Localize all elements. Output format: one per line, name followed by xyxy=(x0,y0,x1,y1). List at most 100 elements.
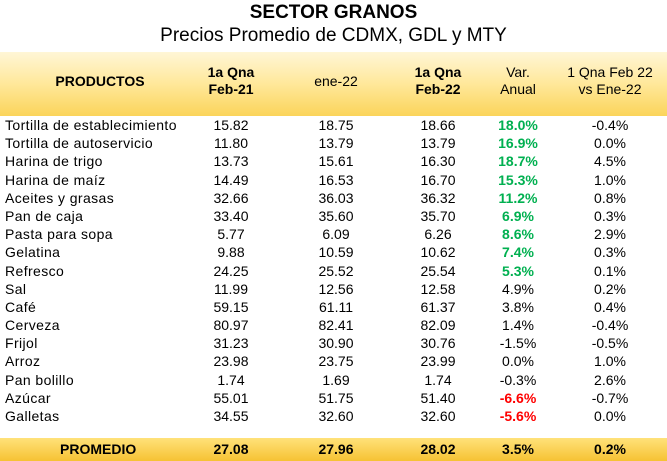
header-col-feb21: 1a Qna Feb-21 xyxy=(198,64,264,98)
cell-var-anual: -6.6% xyxy=(499,389,537,406)
cell-producto: Pan de caja xyxy=(5,207,84,224)
cell-feb22: 61.37 xyxy=(420,298,456,315)
cell-producto: Frijol xyxy=(5,335,38,352)
cell-var-anual: 7.4% xyxy=(502,244,534,261)
header-productos: PRODUCTOS xyxy=(40,73,160,90)
cell-ene22: 51.75 xyxy=(318,389,354,406)
header-col-feb22: 1a Qna Feb-22 xyxy=(405,64,471,98)
cell-ene22: 1.69 xyxy=(322,371,350,388)
cell-producto: Arroz xyxy=(5,353,41,370)
footer-feb21: 27.08 xyxy=(213,441,249,457)
cell-feb21: 1.74 xyxy=(217,371,245,388)
footer-var: 3.5% xyxy=(502,441,534,457)
cell-producto: Gelatina xyxy=(5,244,61,261)
header-col-feb22-line1: 1a Qna xyxy=(414,64,462,80)
table-title: SECTOR GRANOS xyxy=(249,2,418,23)
cell-producto: Cerveza xyxy=(5,317,60,334)
cell-producto: Azúcar xyxy=(5,389,51,406)
cell-feb21: 33.40 xyxy=(213,207,249,224)
cell-ene22: 16.53 xyxy=(318,171,354,188)
cell-producto: Aceites y grasas xyxy=(5,189,115,206)
header-col-feb21-line1: 1a Qna xyxy=(207,64,255,80)
cell-var-anual: 11.2% xyxy=(498,189,538,206)
cell-feb21: 24.25 xyxy=(213,262,249,279)
cell-vs-ene22: 2.9% xyxy=(594,226,626,243)
cell-producto: Refresco xyxy=(5,262,65,279)
header-col-ene22-line1: ene-22 xyxy=(314,73,358,89)
cell-var-anual: 8.6% xyxy=(502,226,534,243)
cell-feb22: 25.54 xyxy=(420,262,456,279)
cell-feb21: 9.88 xyxy=(217,244,245,261)
header-col-feb21-line2: Feb-21 xyxy=(208,81,254,97)
cell-producto: Harina de maíz xyxy=(5,171,106,188)
cell-vs-ene22: 0.4% xyxy=(594,298,626,315)
cell-vs-ene22: 0.1% xyxy=(594,262,626,279)
table-header: PRODUCTOS 1a Qna Feb-21 ene-22 1a Qna Fe… xyxy=(0,52,667,116)
cell-feb22: 16.70 xyxy=(420,171,456,188)
cell-producto: Tortilla de establecimiento xyxy=(5,117,177,133)
cell-vs-ene22: 0.0% xyxy=(594,135,626,152)
cell-feb21: 31.23 xyxy=(213,335,249,352)
cell-vs-ene22: 0.3% xyxy=(594,244,626,261)
table-row: Azúcar 55.01 51.75 51.40 -6.6% -0.7% xyxy=(0,389,667,407)
cell-ene22: 10.59 xyxy=(318,244,354,261)
cell-feb22: 6.26 xyxy=(424,226,452,243)
cell-feb22: 1.74 xyxy=(424,371,452,388)
cell-producto: Harina de trigo xyxy=(5,153,103,170)
cell-ene22: 23.75 xyxy=(318,353,354,370)
cell-var-anual: 0.0% xyxy=(502,353,534,370)
footer-ene22: 27.96 xyxy=(318,441,354,457)
footer-feb22: 28.02 xyxy=(420,441,456,457)
header-col-vs-ene22: 1 Qna Feb 22 vs Ene-22 xyxy=(560,64,660,98)
cell-ene22: 35.60 xyxy=(318,207,354,224)
cell-var-anual: 4.9% xyxy=(502,280,534,297)
cell-feb21: 11.99 xyxy=(214,280,248,297)
cell-vs-ene22: -0.4% xyxy=(591,117,629,133)
cell-producto: Pan bolillo xyxy=(5,371,74,388)
cell-producto: Café xyxy=(5,298,37,315)
cell-vs-ene22: 1.0% xyxy=(594,171,626,188)
cell-ene22: 15.61 xyxy=(318,153,354,170)
header-col-vs-line2: vs Ene-22 xyxy=(578,81,642,97)
cell-feb22: 82.09 xyxy=(420,317,456,334)
cell-producto: Pasta para sopa xyxy=(5,226,113,243)
cell-feb22: 30.76 xyxy=(420,335,456,352)
cell-producto: Sal xyxy=(5,280,27,297)
header-col-feb22-line2: Feb-22 xyxy=(415,81,461,97)
cell-feb22: 36.32 xyxy=(420,189,456,206)
cell-ene22: 32.60 xyxy=(318,408,354,424)
table-row: Galletas 34.55 32.60 32.60 -5.6% 0.0% xyxy=(0,407,667,425)
cell-ene22: 13.79 xyxy=(318,135,354,152)
cell-feb22: 10.62 xyxy=(420,244,456,261)
table-row: Sal 11.99 12.56 12.58 4.9% 0.2% xyxy=(0,280,667,298)
cell-vs-ene22: 2.6% xyxy=(594,371,626,388)
table-row: Arroz 23.98 23.75 23.99 0.0% 1.0% xyxy=(0,352,667,370)
footer-vs: 0.2% xyxy=(594,441,626,457)
cell-feb22: 18.66 xyxy=(420,117,456,133)
table-row: Cerveza 80.97 82.41 82.09 1.4% -0.4% xyxy=(0,316,667,334)
cell-feb22: 51.40 xyxy=(420,389,456,406)
cell-feb21: 80.97 xyxy=(213,317,249,334)
cell-feb21: 15.82 xyxy=(213,117,249,133)
cell-var-anual: -5.6% xyxy=(499,408,537,424)
header-col-var-anual: Var. Anual xyxy=(483,64,553,98)
cell-var-anual: 5.3% xyxy=(502,262,534,279)
cell-vs-ene22: -0.4% xyxy=(591,317,629,334)
cell-ene22: 18.75 xyxy=(318,117,354,133)
cell-vs-ene22: 0.8% xyxy=(594,189,626,206)
cell-vs-ene22: 4.5% xyxy=(594,153,626,170)
table-footer-promedio: PROMEDIO 27.08 27.96 28.02 3.5% 0.2% xyxy=(0,438,667,461)
cell-var-anual: -0.3% xyxy=(499,371,537,388)
cell-vs-ene22: -0.5% xyxy=(591,335,629,352)
header-col-var-line1: Var. xyxy=(506,64,530,80)
cell-var-anual: 18.0% xyxy=(498,117,538,133)
table-row: Aceites y grasas 32.66 36.03 36.32 11.2% 0.8% xyxy=(0,189,667,207)
table-row: Pan bolillo 1.74 1.69 1.74 -0.3% 2.6% xyxy=(0,371,667,389)
cell-var-anual: -1.5% xyxy=(499,335,537,352)
cell-feb22: 35.70 xyxy=(420,207,456,224)
cell-vs-ene22: 0.3% xyxy=(594,207,626,224)
cell-var-anual: 3.8% xyxy=(502,298,534,315)
header-col-var-line2: Anual xyxy=(500,81,536,97)
footer-label: PROMEDIO xyxy=(60,441,137,457)
cell-var-anual: 16.9% xyxy=(498,135,538,152)
